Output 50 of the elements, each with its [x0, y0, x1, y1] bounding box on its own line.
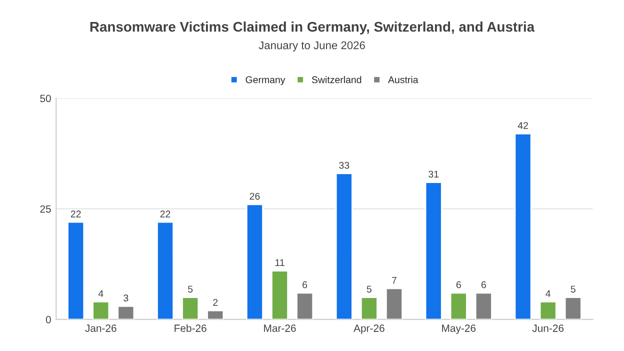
- x-tick-label: May-26: [442, 324, 476, 334]
- data-label: 33: [339, 162, 350, 169]
- legend-label: Switzerland: [312, 76, 362, 84]
- bar: [450, 292, 468, 320]
- data-label: 4: [98, 290, 104, 297]
- bar: [67, 221, 85, 320]
- data-label: 31: [428, 170, 439, 178]
- bar: [271, 270, 289, 320]
- bar: [117, 305, 135, 320]
- bar: [360, 296, 378, 320]
- data-label: 5: [570, 286, 576, 293]
- data-label: 6: [302, 281, 308, 288]
- data-label: 2: [213, 298, 218, 306]
- data-label: 42: [518, 122, 528, 129]
- y-tick-label: 50: [40, 94, 51, 102]
- chart-title: Ransomware Victims Claimed in Germany, Switzerland, and Austria: [90, 22, 535, 34]
- x-tick-label: Jan-26: [85, 324, 116, 332]
- x-tick-label: Feb-26: [174, 324, 206, 332]
- data-label: 6: [456, 281, 461, 288]
- x-tick-label: Mar-26: [264, 324, 296, 332]
- bar: [296, 292, 314, 320]
- data-label: 22: [70, 210, 81, 218]
- x-tick-label: Apr-26: [354, 324, 384, 334]
- bar: [386, 288, 403, 320]
- legend-label: Austria: [388, 76, 418, 84]
- data-label: 22: [160, 210, 170, 218]
- data-label: 11: [275, 259, 284, 266]
- bar: [564, 296, 582, 320]
- chart-subtitle: January to June 2026: [258, 41, 365, 52]
- bar: [335, 172, 353, 320]
- bar: [156, 221, 174, 320]
- legend-label: Germany: [246, 76, 286, 86]
- bar: [246, 204, 264, 320]
- bar: [424, 182, 442, 320]
- bar: [539, 301, 557, 320]
- data-label: 26: [250, 192, 260, 200]
- bar: [206, 310, 224, 320]
- bar: [182, 296, 200, 320]
- data-label: 4: [546, 290, 550, 297]
- data-label: 5: [188, 286, 193, 293]
- y-tick-label: 25: [40, 205, 51, 213]
- bar: [474, 292, 492, 320]
- data-label: 5: [366, 286, 372, 293]
- y-tick-label: 0: [46, 316, 51, 324]
- data-label: 6: [481, 281, 486, 288]
- bar: [92, 301, 110, 320]
- bar: [514, 132, 532, 320]
- x-tick-label: Jun-26: [532, 324, 564, 332]
- data-label: 3: [124, 294, 128, 302]
- data-label: 7: [392, 276, 396, 284]
